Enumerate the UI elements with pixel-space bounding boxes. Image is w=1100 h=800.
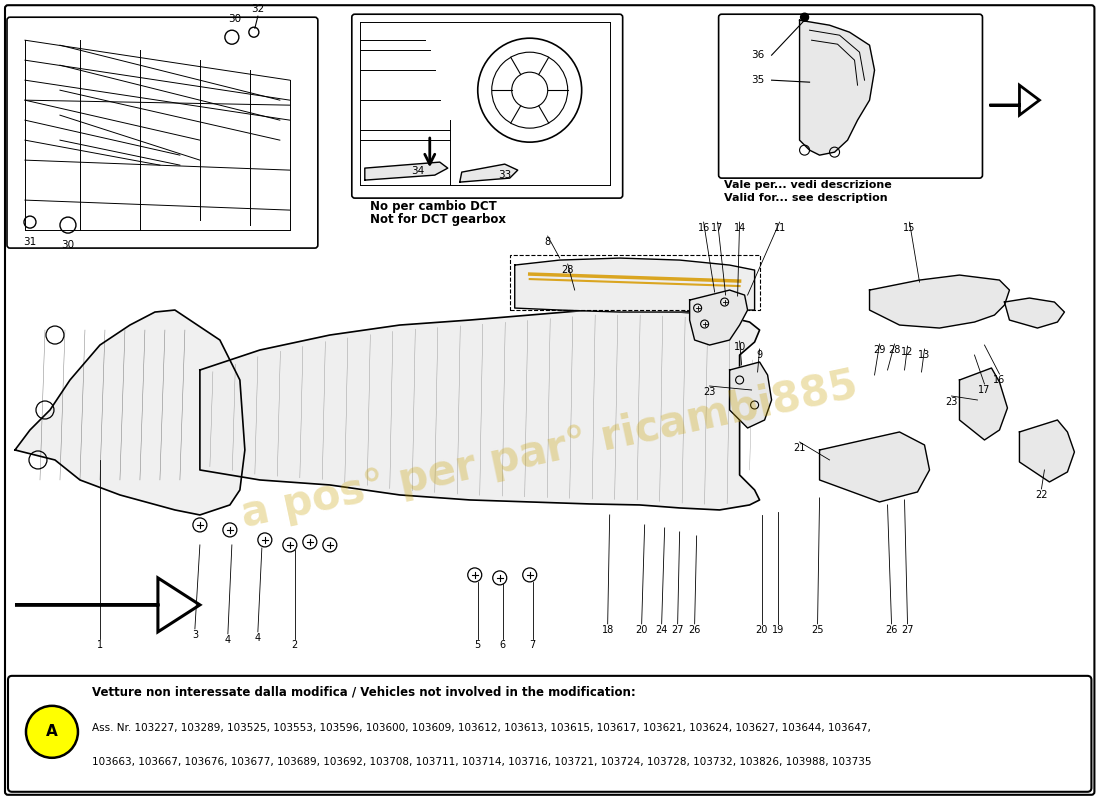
Text: 30: 30 bbox=[229, 14, 241, 24]
FancyBboxPatch shape bbox=[352, 14, 623, 198]
Text: 22: 22 bbox=[1035, 490, 1047, 500]
Text: 18: 18 bbox=[602, 625, 614, 635]
Text: 17: 17 bbox=[712, 223, 724, 233]
Text: 4: 4 bbox=[224, 635, 231, 645]
Circle shape bbox=[801, 14, 808, 22]
Text: 7: 7 bbox=[529, 640, 536, 650]
Polygon shape bbox=[15, 310, 245, 515]
Text: 32: 32 bbox=[251, 4, 264, 14]
Text: Vale per... vedi descrizione: Vale per... vedi descrizione bbox=[724, 180, 891, 190]
Text: 26: 26 bbox=[886, 625, 898, 635]
FancyBboxPatch shape bbox=[6, 6, 1094, 794]
Text: 16: 16 bbox=[993, 375, 1005, 385]
Text: 14: 14 bbox=[734, 223, 746, 233]
Bar bbox=[509, 255, 760, 310]
Polygon shape bbox=[15, 578, 200, 632]
Text: 2: 2 bbox=[292, 640, 298, 650]
Polygon shape bbox=[1004, 298, 1065, 328]
Text: 23: 23 bbox=[703, 387, 716, 397]
Text: 28: 28 bbox=[889, 345, 901, 355]
Text: 9: 9 bbox=[757, 350, 762, 360]
Text: 3: 3 bbox=[191, 630, 198, 640]
Text: 103663, 103667, 103676, 103677, 103689, 103692, 103708, 103711, 103714, 103716, : 103663, 103667, 103676, 103677, 103689, … bbox=[92, 757, 871, 767]
Text: 26: 26 bbox=[689, 625, 701, 635]
Text: 25: 25 bbox=[812, 625, 824, 635]
FancyBboxPatch shape bbox=[7, 18, 318, 248]
Text: 21: 21 bbox=[793, 443, 806, 453]
Polygon shape bbox=[200, 310, 760, 510]
Text: 4: 4 bbox=[255, 633, 261, 643]
Text: Vetture non interessate dalla modifica / Vehicles not involved in the modificati: Vetture non interessate dalla modifica /… bbox=[92, 686, 636, 698]
Text: A: A bbox=[46, 724, 58, 739]
Text: 20: 20 bbox=[756, 625, 768, 635]
FancyBboxPatch shape bbox=[8, 676, 1091, 792]
Text: 19: 19 bbox=[771, 625, 783, 635]
Polygon shape bbox=[365, 162, 448, 180]
Text: 8: 8 bbox=[544, 237, 551, 247]
Text: 33: 33 bbox=[497, 170, 512, 180]
Text: Ass. Nr. 103227, 103289, 103525, 103553, 103596, 103600, 103609, 103612, 103613,: Ass. Nr. 103227, 103289, 103525, 103553,… bbox=[92, 723, 871, 733]
Polygon shape bbox=[729, 362, 771, 428]
Polygon shape bbox=[990, 85, 1040, 115]
Circle shape bbox=[26, 706, 78, 758]
Polygon shape bbox=[800, 20, 874, 155]
Text: 10: 10 bbox=[734, 342, 746, 352]
Text: a pos° per par° ricambi885: a pos° per par° ricambi885 bbox=[238, 364, 862, 536]
Text: 6: 6 bbox=[499, 640, 506, 650]
Text: 15: 15 bbox=[903, 223, 915, 233]
Text: 12: 12 bbox=[901, 347, 914, 357]
Text: 20: 20 bbox=[636, 625, 648, 635]
Text: Not for DCT gearbox: Not for DCT gearbox bbox=[370, 213, 506, 226]
Text: 27: 27 bbox=[901, 625, 914, 635]
Polygon shape bbox=[959, 368, 1008, 440]
Text: 36: 36 bbox=[751, 50, 764, 60]
Polygon shape bbox=[460, 164, 518, 182]
Polygon shape bbox=[690, 290, 748, 345]
Text: 30: 30 bbox=[62, 240, 75, 250]
Polygon shape bbox=[869, 275, 1010, 328]
Text: 27: 27 bbox=[671, 625, 684, 635]
Text: 29: 29 bbox=[873, 345, 886, 355]
Text: No per cambio DCT: No per cambio DCT bbox=[370, 200, 496, 213]
Text: 23: 23 bbox=[945, 397, 958, 407]
Text: 31: 31 bbox=[23, 237, 36, 247]
Polygon shape bbox=[1020, 420, 1075, 482]
Text: 13: 13 bbox=[918, 350, 931, 360]
Polygon shape bbox=[515, 258, 755, 312]
Text: 34: 34 bbox=[411, 166, 425, 176]
Text: 1: 1 bbox=[97, 640, 103, 650]
FancyBboxPatch shape bbox=[718, 14, 982, 178]
Text: Valid for... see description: Valid for... see description bbox=[724, 193, 888, 203]
Text: 17: 17 bbox=[978, 385, 991, 395]
Text: 28: 28 bbox=[561, 265, 574, 275]
Text: 24: 24 bbox=[656, 625, 668, 635]
Text: 35: 35 bbox=[751, 75, 764, 85]
Text: 5: 5 bbox=[474, 640, 481, 650]
Polygon shape bbox=[820, 432, 930, 502]
Text: 16: 16 bbox=[697, 223, 710, 233]
Text: 11: 11 bbox=[773, 223, 785, 233]
